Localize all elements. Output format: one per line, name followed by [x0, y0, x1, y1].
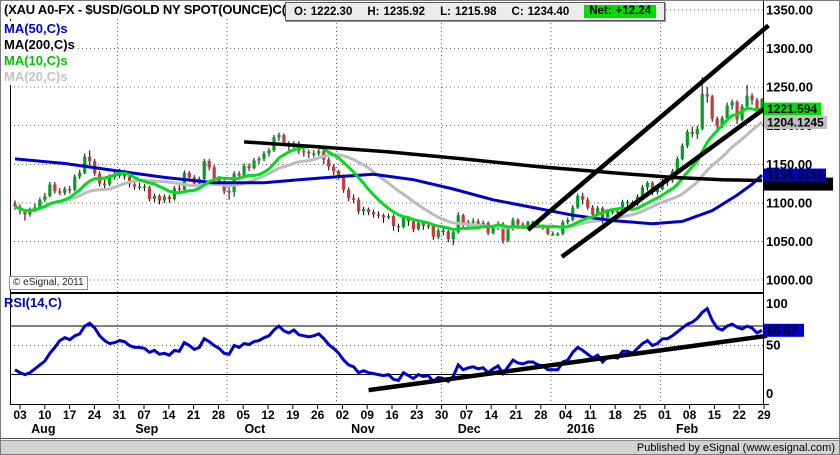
svg-text:28: 28 — [534, 408, 548, 422]
svg-text:0: 0 — [766, 386, 773, 401]
svg-text:19: 19 — [286, 408, 300, 422]
svg-text:100: 100 — [766, 296, 788, 311]
high-value: H: 1235.92 — [367, 5, 426, 18]
svg-text:1204.1245: 1204.1245 — [767, 116, 824, 130]
svg-text:50: 50 — [766, 338, 780, 353]
svg-text:Dec: Dec — [458, 422, 481, 436]
svg-text:15: 15 — [708, 408, 722, 422]
svg-text:14: 14 — [162, 408, 176, 422]
svg-text:1350.00: 1350.00 — [766, 3, 813, 18]
rsi-trendline[interactable] — [368, 333, 768, 393]
ma50-value-tag — [764, 168, 826, 182]
ma20-value-tag — [764, 116, 827, 130]
esignal-watermark: © eSignal, 2011 — [9, 276, 88, 290]
svg-text:1136.0336: 1136.0336 — [767, 168, 823, 182]
ma10-value-tag — [764, 102, 821, 116]
ma200-line — [243, 140, 763, 183]
study-legend: MA(50,C)s MA(200,C)s MA(10,C)s MA(20,C)s — [4, 21, 78, 85]
svg-text:14: 14 — [485, 408, 499, 422]
rsi-panel — [14, 306, 768, 393]
svg-text:04: 04 — [559, 408, 573, 422]
rsi-line — [14, 306, 763, 384]
legend-ma10[interactable]: MA(10,C)s — [4, 53, 71, 69]
svg-text:22: 22 — [733, 408, 747, 422]
svg-text:07: 07 — [460, 408, 474, 422]
svg-text:29: 29 — [757, 408, 771, 422]
chart-title: (XAU A0-FX - $USD/GOLD NY SPOT(OUNCE)C( — [4, 2, 285, 19]
svg-text:24: 24 — [88, 408, 102, 422]
svg-text:05: 05 — [237, 408, 251, 422]
svg-text:17: 17 — [63, 408, 77, 422]
trendline[interactable] — [526, 23, 770, 232]
legend-ma200[interactable]: MA(200,C)s — [4, 37, 78, 53]
svg-text:Nov: Nov — [351, 422, 375, 436]
svg-text:1300.00: 1300.00 — [766, 41, 813, 56]
svg-text:21: 21 — [509, 408, 523, 422]
svg-text:02: 02 — [336, 408, 350, 422]
rsi-legend[interactable]: RSI(14,C) — [4, 295, 62, 310]
svg-text:2016: 2016 — [567, 422, 595, 436]
ma10-line — [14, 106, 763, 232]
svg-text:30: 30 — [435, 408, 449, 422]
open-value: O: 1222.30 — [294, 5, 353, 18]
svg-text:08: 08 — [683, 408, 697, 422]
svg-text:07: 07 — [137, 408, 151, 422]
svg-text:21: 21 — [187, 408, 201, 422]
svg-text:03: 03 — [13, 408, 27, 422]
chart-canvas[interactable]: 03 10 17 24 31 07 14 21 28 05 12 19 26 02 09 16 23 30 07 14… — [1, 1, 840, 440]
svg-text:1050.00: 1050.00 — [766, 234, 813, 249]
ohlc-quote-bar: O: 1222.30 H: 1235.92 L: 1215.98 C: 1234.40 … — [285, 2, 666, 21]
svg-text:11: 11 — [584, 408, 597, 422]
svg-text:Aug: Aug — [31, 422, 55, 436]
ma-lines — [14, 106, 764, 232]
svg-text:65.67: 65.67 — [767, 323, 797, 337]
svg-text:23: 23 — [410, 408, 424, 422]
svg-text:01: 01 — [658, 408, 672, 422]
status-bar: Published by eSignal (www.esignal.com) — [1, 440, 839, 454]
ma50-line — [14, 157, 764, 226]
svg-text:16: 16 — [385, 408, 399, 422]
candles-layer — [13, 77, 764, 246]
trendline[interactable] — [560, 104, 769, 259]
svg-text:5: 5 — [827, 177, 834, 191]
svg-text:1250.00: 1250.00 — [766, 80, 813, 95]
trendlines — [526, 23, 770, 259]
svg-text:09: 09 — [361, 408, 375, 422]
svg-text:10: 10 — [38, 408, 52, 422]
price-axis: 1350.001300.001250.001200.001150.001100.… — [766, 3, 813, 402]
legend-ma50[interactable]: MA(50,C)s — [4, 21, 71, 37]
svg-text:Oct: Oct — [244, 422, 266, 436]
svg-text:31: 31 — [113, 408, 127, 422]
svg-text:28: 28 — [212, 408, 226, 422]
svg-text:12: 12 — [261, 408, 275, 422]
borders — [1, 1, 839, 439]
svg-text:Sep: Sep — [135, 422, 158, 436]
svg-text:1221.594: 1221.594 — [767, 102, 817, 116]
close-value: C: 1234.40 — [511, 5, 570, 18]
legend-ma20[interactable]: MA(20,C)s — [4, 69, 71, 85]
rsi-value-tag — [764, 323, 804, 337]
svg-text:26: 26 — [311, 408, 325, 422]
svg-text:18: 18 — [609, 408, 623, 422]
low-value: L: 1215.98 — [440, 5, 497, 18]
svg-text:1150.00: 1150.00 — [766, 157, 812, 172]
date-axis: 03 10 17 24 31 07 14 21 28 05 12 19 26 02 09 16 23 30 07 14… — [13, 404, 771, 436]
svg-text:25: 25 — [633, 408, 647, 422]
net-change-badge: Net: +12.24 — [584, 5, 657, 18]
svg-text:Feb: Feb — [676, 422, 699, 436]
svg-text:1000.00: 1000.00 — [766, 272, 813, 287]
svg-text:1100.00: 1100.00 — [766, 195, 812, 210]
